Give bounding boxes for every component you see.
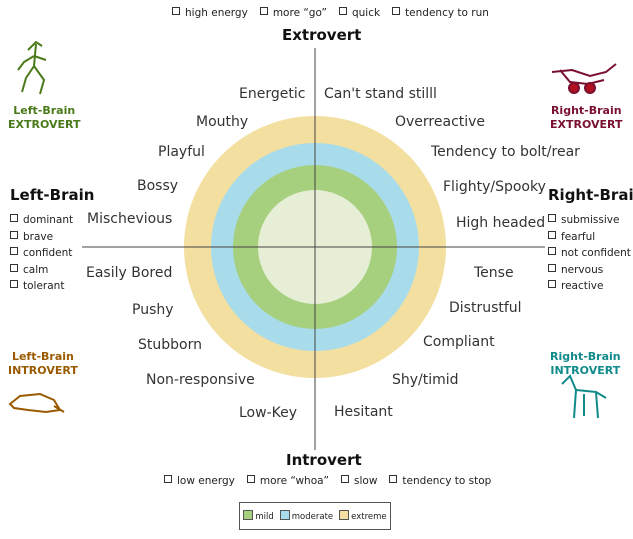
left-brain-traits: dominant brave confident calm tolerant <box>10 212 73 295</box>
label-tendency-bolt: Tendency to bolt/rear <box>431 144 580 160</box>
label-playful: Playful <box>158 144 205 160</box>
label-bossy: Bossy <box>137 178 179 194</box>
horse-running-icon <box>551 63 617 94</box>
trait-item: tendency to stop <box>389 475 491 487</box>
corner-left-extrovert: Left-Brain EXTROVERT <box>8 104 81 132</box>
trait-item: not confident <box>548 245 631 262</box>
trait-item: confident <box>10 245 73 262</box>
introvert-title: Introvert <box>286 451 362 469</box>
label-overreactive: Overreactive <box>395 114 486 130</box>
trait-item: more “go” <box>260 7 327 19</box>
legend-swatch <box>243 510 254 520</box>
label-mouthy: Mouthy <box>196 114 249 130</box>
label-stubborn: Stubborn <box>138 337 202 353</box>
corner-line: INTROVERT <box>8 364 78 377</box>
label-mischevious: Mischevious <box>87 211 173 227</box>
legend: mild moderate extreme <box>239 502 391 530</box>
trait-item: more “whoa” <box>247 475 329 487</box>
legend-swatch <box>279 510 290 520</box>
trait-item: quick <box>339 7 380 19</box>
label-low-key: Low-Key <box>239 405 298 421</box>
trait-item: reactive <box>548 278 631 295</box>
horse-rearing-icon <box>17 40 47 95</box>
label-non-responsive: Non-responsive <box>146 372 255 388</box>
extrovert-traits: high energy more “go” quick tendency to … <box>172 7 489 19</box>
right-brain-title: Right-Brain <box>548 186 633 204</box>
legend-label: moderate <box>291 512 334 522</box>
corner-line: Right-Brain <box>550 104 622 117</box>
trait-item: low energy <box>164 475 235 487</box>
legend-label: mild <box>255 512 274 522</box>
trait-item: submissive <box>548 212 631 229</box>
legend-item-extreme: extreme <box>339 510 387 522</box>
corner-line: Left-Brain <box>11 350 74 363</box>
introvert-traits: low energy more “whoa” slow tendency to … <box>164 475 491 487</box>
trait-item: slow <box>341 475 377 487</box>
right-brain-traits: submissive fearful not confident nervous… <box>548 212 631 295</box>
trait-item: dominant <box>10 212 73 229</box>
label-energetic: Energetic <box>239 86 306 102</box>
legend-label: extreme <box>351 512 387 522</box>
horse-standing-icon <box>561 374 607 419</box>
trait-item: brave <box>10 229 73 246</box>
trait-item: calm <box>10 262 73 279</box>
trait-item: tendency to run <box>392 7 489 19</box>
label-cant-stand-still: Can't stand stilll <box>324 86 437 102</box>
corner-line: EXTROVERT <box>550 118 623 131</box>
legend-swatch <box>339 510 350 520</box>
label-hesitant: Hesitant <box>334 404 393 420</box>
left-brain-title: Left-Brain <box>10 186 95 204</box>
corner-right-extrovert: Right-Brain EXTROVERT <box>550 104 623 132</box>
label-flighty: Flighty/Spooky <box>443 179 546 195</box>
label-distrustful: Distrustful <box>449 300 522 316</box>
corner-line: INTROVERT <box>550 364 621 377</box>
trait-item: tolerant <box>10 278 73 295</box>
corner-line: Right-Brain <box>550 350 621 363</box>
legend-item-moderate: moderate <box>279 510 334 522</box>
label-tense: Tense <box>474 265 514 281</box>
corner-left-introvert: Left-Brain INTROVERT <box>8 350 78 378</box>
trait-item: high energy <box>172 7 248 19</box>
label-shy-timid: Shy/timid <box>392 372 459 388</box>
label-pushy: Pushy <box>132 302 174 318</box>
corner-line: EXTROVERT <box>8 118 81 131</box>
legend-item-mild: mild <box>243 510 274 522</box>
label-high-headed: High headed <box>456 215 546 231</box>
label-compliant: Compliant <box>423 334 495 350</box>
extrovert-title: Extrovert <box>282 26 362 44</box>
corner-right-introvert: Right-Brain INTROVERT <box>550 350 621 378</box>
horse-lying-icon <box>8 392 65 414</box>
corner-line: Left-Brain <box>13 104 76 117</box>
label-easily-bored: Easily Bored <box>86 265 173 281</box>
trait-item: fearful <box>548 229 631 246</box>
trait-item: nervous <box>548 262 631 279</box>
